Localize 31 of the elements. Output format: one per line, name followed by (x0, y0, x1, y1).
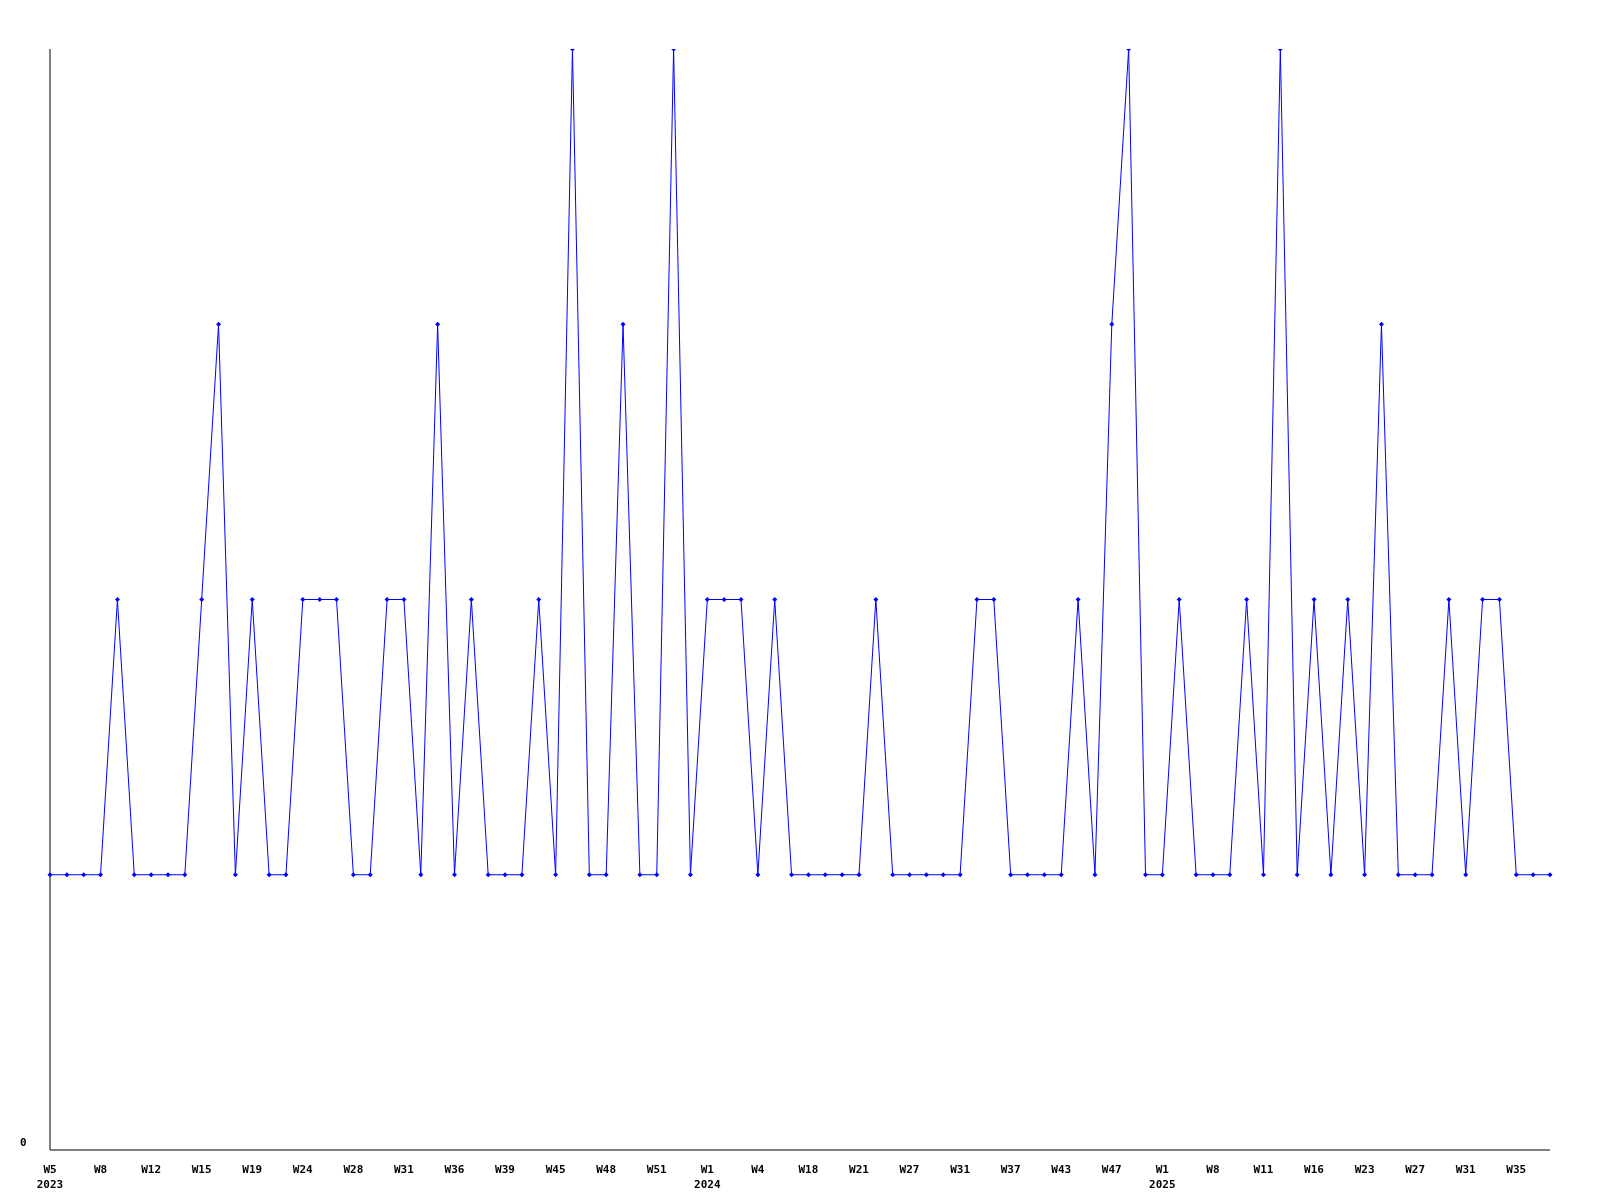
x-tick-label: W31 (394, 1163, 415, 1176)
x-tick-label: W43 (1051, 1163, 1072, 1176)
x-tick-label: W4 (751, 1163, 765, 1176)
x-tick-label: W36 (444, 1163, 465, 1176)
x-tick-label: W23 (1354, 1163, 1375, 1176)
x-tick-label: W31 (950, 1163, 971, 1176)
x-tick-label: W45 (545, 1163, 566, 1176)
x-tick-label: W21 (849, 1163, 870, 1176)
x-tick-label: W15 (191, 1163, 212, 1176)
x-tick-label: W11 (1253, 1163, 1274, 1176)
x-tick-label: W8 (93, 1163, 108, 1176)
x-tick-label: W37 (1000, 1163, 1021, 1176)
x-tick-label: W27 (1405, 1163, 1426, 1176)
x-tick-label: W8 (1206, 1163, 1220, 1176)
x-tick-label: W35 (1506, 1163, 1527, 1176)
x-tick-label: W12 (141, 1163, 162, 1176)
x-tick-label: W1 2024 (694, 1163, 721, 1191)
x-tick-label: W28 (343, 1163, 364, 1176)
axis-origin-label: 0 (20, 1136, 27, 1149)
x-tick-label: W24 (292, 1163, 314, 1176)
x-tick-label: W18 (798, 1163, 819, 1176)
x-tick-label: W1 2025 (1149, 1163, 1176, 1191)
x-tick-label: W39 (495, 1163, 515, 1176)
x-tick-label: W16 (1304, 1163, 1325, 1176)
x-tick-label: W51 (646, 1163, 668, 1176)
x-tick-label: W19 (242, 1163, 263, 1176)
x-tick-label: W48 (596, 1163, 617, 1176)
x-tick-label: W5 2023 (36, 1163, 64, 1191)
x-tick-label: W47 (1101, 1163, 1122, 1176)
x-tick-label: W31 (1455, 1163, 1477, 1176)
x-tick-label: W27 (899, 1163, 920, 1176)
